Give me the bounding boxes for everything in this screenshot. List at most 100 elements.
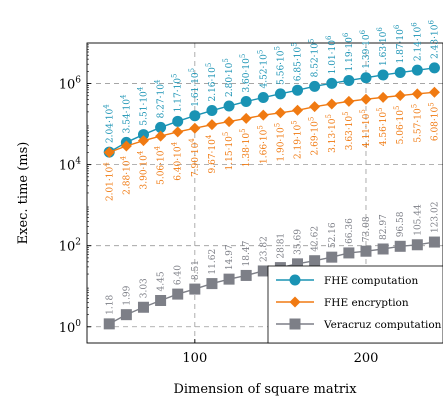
y-tick-label: 104	[59, 157, 82, 174]
data-label: 2.01·104	[102, 162, 115, 201]
data-label: 3.03	[139, 278, 149, 298]
data-label: 2.19·105	[291, 120, 304, 159]
fhe-computation-point	[411, 64, 423, 76]
y-tick-label: 100	[59, 319, 82, 336]
data-label: 4.52·105	[256, 50, 269, 89]
fhe-computation-point	[206, 105, 218, 117]
veracruz-computation-point	[137, 301, 149, 313]
data-label: 35.69	[294, 229, 304, 255]
label-layer: 2.04·104 3.54·104 5.51·104 8.27·104 1.17·105…	[102, 20, 440, 315]
fhe-computation-point	[137, 129, 149, 141]
data-label: 2.14·106	[410, 22, 423, 61]
data-label: 3.63·105	[342, 111, 355, 150]
data-label: 105.44	[413, 204, 423, 236]
data-label: 5.57·105	[410, 104, 423, 143]
veracruz-computation-labels: 1.18 1.99 3.03 4.45 6.40 8.51 11.62 14.97 18.47 2…	[105, 202, 440, 315]
veracruz-computation-point	[120, 309, 132, 321]
data-label: 5.06·105	[393, 106, 406, 145]
veracruz-computation-point	[223, 273, 235, 285]
fhe-encryption-point	[103, 146, 115, 158]
grid-layer	[87, 43, 443, 343]
data-label: 8.51	[191, 260, 201, 280]
fhe-encryption-point	[189, 122, 201, 134]
y-tick-label: 102	[59, 238, 81, 255]
fhe-encryption-point	[137, 135, 149, 147]
fhe-computation-point	[155, 121, 167, 133]
fhe-computation-point	[360, 72, 372, 84]
data-label: 6.40	[174, 265, 184, 285]
data-label: 28.81	[276, 233, 286, 259]
fhe-encryption-point	[309, 101, 321, 113]
fhe-encryption-point	[206, 119, 218, 131]
veracruz-computation-point	[240, 269, 252, 281]
fhe-encryption-point	[257, 109, 269, 121]
x-tick-label: 200	[354, 351, 379, 366]
veracruz-computation-point	[428, 236, 440, 248]
data-label: 1.61·105	[188, 68, 201, 107]
data-label: 73.08	[362, 216, 372, 242]
veracruz-computation-point	[377, 243, 389, 255]
data-label: 1.87·106	[393, 24, 406, 63]
veracruz-computation-point	[155, 294, 167, 306]
data-label: 3.90·104	[136, 150, 149, 189]
data-label: 18.47	[242, 240, 252, 266]
legend-label: FHE encryption	[324, 297, 409, 309]
data-label: 123.02	[430, 202, 440, 234]
legend: FHE computation FHE encryption Veracruz co…	[267, 265, 443, 344]
legend-item-fhe-encryption: FHE encryption	[276, 296, 409, 309]
data-label: 1.63·106	[376, 27, 389, 66]
fhe-computation-point	[274, 88, 286, 100]
fhe-computation-point	[189, 110, 201, 122]
fhe-encryption-point	[326, 98, 338, 110]
data-label: 1.19·106	[342, 32, 355, 71]
legend-item-veracruz-computation: Veracruz computation	[276, 318, 442, 331]
fhe-computation-point	[428, 62, 440, 74]
data-label: 9.67·104	[205, 134, 218, 173]
fhe-computation-point	[326, 77, 338, 89]
data-label: 3.13·105	[325, 114, 338, 153]
fhe-encryption-point	[377, 91, 389, 103]
fhe-computation-point	[257, 92, 269, 104]
fhe-computation-point	[240, 96, 252, 108]
data-label: 4.45	[157, 271, 167, 291]
legend-marker	[289, 318, 301, 330]
data-label: 2.88·104	[119, 155, 132, 194]
fhe-encryption-point	[343, 95, 355, 107]
data-label: 52.16	[328, 222, 338, 248]
data-label: 3.54·104	[119, 94, 132, 133]
fhe-encryption-point	[394, 90, 406, 102]
data-label: 1.39·106	[359, 29, 372, 68]
veracruz-computation-point	[394, 240, 406, 252]
fhe-encryption-series	[103, 86, 440, 158]
data-label: 23.82	[259, 236, 269, 262]
data-label: 42.62	[311, 226, 321, 252]
fhe-encryption-point	[223, 116, 235, 128]
legend-marker	[289, 296, 301, 308]
data-label: 3.60·105	[239, 54, 252, 93]
data-label: 14.97	[225, 244, 235, 270]
fhe-computation-point	[223, 100, 235, 112]
data-label: 5.51·104	[136, 86, 149, 125]
fhe-encryption-point	[428, 86, 440, 98]
fhe-computation-point	[377, 69, 389, 81]
data-label: 8.52·105	[308, 39, 321, 78]
fhe-computation-point	[394, 67, 406, 79]
data-label: 4.11·105	[359, 109, 372, 148]
veracruz-computation-series	[103, 236, 440, 330]
veracruz-computation-point	[172, 288, 184, 300]
veracruz-computation-point	[206, 278, 218, 290]
legend-marker	[289, 274, 301, 286]
data-label: 1.01·106	[325, 35, 338, 74]
data-label: 1.90·105	[273, 123, 286, 162]
data-label: 11.62	[208, 249, 218, 275]
legend-label: FHE computation	[324, 275, 418, 287]
veracruz-computation-point	[309, 255, 321, 267]
fhe-computation-point	[309, 80, 321, 92]
data-label: 96.58	[396, 211, 406, 237]
data-label: 2.43·106	[427, 20, 440, 59]
veracruz-computation-point	[257, 265, 269, 277]
data-label: 1.17·105	[171, 73, 184, 112]
data-label: 1.99	[122, 285, 132, 305]
